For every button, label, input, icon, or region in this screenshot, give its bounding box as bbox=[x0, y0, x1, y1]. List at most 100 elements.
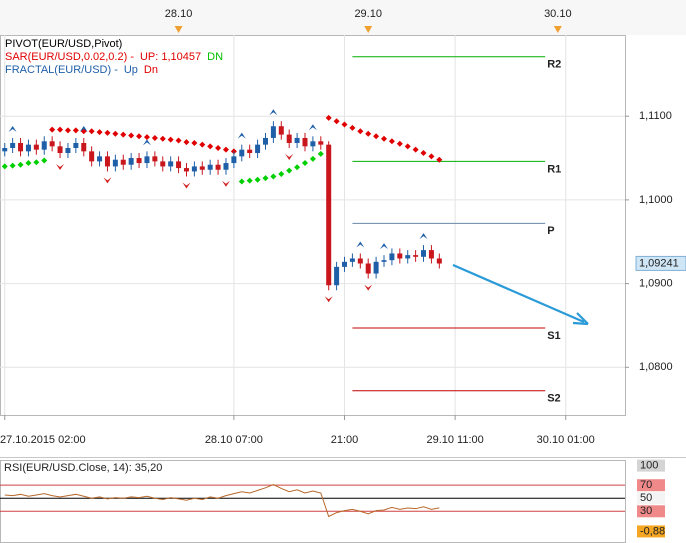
candle-body bbox=[128, 158, 134, 165]
candle-body bbox=[365, 263, 371, 274]
sar-dot bbox=[301, 160, 308, 167]
sar-dot bbox=[167, 136, 174, 143]
legend-entry: FRACTAL(EUR/USD) - bbox=[5, 64, 118, 76]
sar-dot bbox=[381, 135, 388, 142]
candle-body bbox=[421, 250, 427, 257]
y-tick-label: 50 bbox=[640, 492, 652, 504]
legend-entry: SAR(EUR/USD,0.02,0.2) - bbox=[5, 51, 134, 63]
legend-entry: Dn bbox=[144, 64, 158, 76]
sar-dot bbox=[286, 167, 293, 174]
fractal-up bbox=[8, 125, 17, 132]
candle-body bbox=[73, 142, 79, 148]
candle-body bbox=[57, 146, 63, 154]
candle-body bbox=[112, 159, 118, 167]
sar-dot bbox=[270, 173, 277, 180]
sar-dot bbox=[388, 138, 395, 145]
sar-dot bbox=[325, 114, 332, 121]
candle-body bbox=[144, 156, 150, 164]
candle-body bbox=[239, 149, 245, 157]
y-tick-box bbox=[637, 492, 665, 505]
sar-dot bbox=[357, 128, 364, 135]
candle-body bbox=[120, 159, 126, 165]
candle-body bbox=[89, 151, 95, 162]
candle-body bbox=[373, 261, 379, 274]
candle-body bbox=[349, 258, 355, 262]
sar-dot bbox=[159, 135, 166, 142]
fractal-up bbox=[237, 132, 246, 139]
candle-body bbox=[286, 134, 292, 143]
candle-body bbox=[389, 253, 395, 261]
top-tick-marker bbox=[553, 26, 562, 33]
layer: 1,0800 1,0900 1,1000 1,1100 27.10.2015 02:00… bbox=[0, 8, 686, 538]
sar-dot bbox=[33, 159, 40, 166]
legend-entry: PIVOT(EUR/USD,Pivot) bbox=[5, 38, 122, 50]
sar-dot bbox=[128, 132, 135, 139]
sar-dot bbox=[349, 124, 356, 131]
fractal-down bbox=[103, 177, 112, 184]
candle-body bbox=[104, 156, 110, 167]
top-tick-label: 28.10 bbox=[165, 8, 193, 20]
sar-dot bbox=[17, 161, 24, 168]
y-tick-label: 1,0900 bbox=[639, 277, 673, 289]
fractal-down bbox=[364, 284, 373, 291]
y-tick-box bbox=[637, 505, 665, 518]
fractal-up bbox=[269, 109, 278, 116]
plot-frame bbox=[0, 35, 626, 416]
candle-body bbox=[278, 126, 284, 135]
sar-dot bbox=[199, 141, 206, 148]
sar-dot bbox=[183, 139, 190, 146]
sar-dot bbox=[72, 127, 79, 134]
sar-dot bbox=[222, 146, 229, 153]
sar-dot bbox=[317, 150, 324, 157]
candle-body bbox=[397, 253, 403, 259]
candle-body bbox=[310, 141, 316, 147]
candle-body bbox=[342, 261, 348, 267]
candle-body bbox=[65, 147, 71, 154]
sar-dot bbox=[136, 133, 143, 140]
candle-body bbox=[176, 161, 182, 169]
sar-dot bbox=[96, 129, 103, 136]
fractal-up bbox=[308, 124, 317, 131]
sar-dot bbox=[175, 137, 182, 144]
sar-dot bbox=[396, 140, 403, 147]
fractal-down bbox=[221, 180, 230, 187]
candle-body bbox=[413, 255, 419, 257]
candle-body bbox=[326, 144, 332, 286]
top-axis-band bbox=[0, 0, 686, 35]
sar-dot bbox=[88, 128, 95, 135]
candle-body bbox=[183, 168, 189, 172]
top-tick-marker bbox=[174, 26, 183, 33]
y-tick-label: 1,0800 bbox=[639, 361, 673, 373]
sar-dot bbox=[373, 133, 380, 140]
candle-body bbox=[136, 158, 142, 164]
candle-body bbox=[199, 166, 205, 170]
sar-dot bbox=[9, 162, 16, 169]
candle-body bbox=[10, 142, 16, 148]
sar-dot bbox=[428, 153, 435, 160]
rsi-line bbox=[4, 483, 440, 518]
last-price-label: 1,09241 bbox=[639, 257, 679, 269]
top-tick-marker bbox=[364, 26, 373, 33]
fractal-up bbox=[79, 125, 88, 132]
sar-dot bbox=[238, 178, 245, 185]
sar-dot bbox=[104, 129, 111, 136]
candle-body bbox=[294, 137, 300, 143]
x-tick-label: 21:00 bbox=[331, 434, 359, 446]
y-tick-label: -0,88 bbox=[640, 525, 665, 537]
rsi-title: RSI(EUR/USD.Close, 14): 35,20 bbox=[4, 462, 162, 474]
y-tick-box bbox=[637, 459, 665, 472]
sar-dot bbox=[191, 139, 198, 146]
candle-body bbox=[357, 258, 363, 264]
fractal-down bbox=[182, 182, 191, 189]
last-price-box bbox=[635, 255, 686, 271]
fractal-up bbox=[419, 233, 428, 240]
candle-body bbox=[191, 166, 197, 172]
candle-body bbox=[223, 163, 229, 170]
candle-body bbox=[33, 144, 39, 150]
arrow-head bbox=[572, 312, 589, 326]
candle-body bbox=[160, 161, 166, 167]
y-tick-label: 1,1100 bbox=[639, 110, 672, 122]
